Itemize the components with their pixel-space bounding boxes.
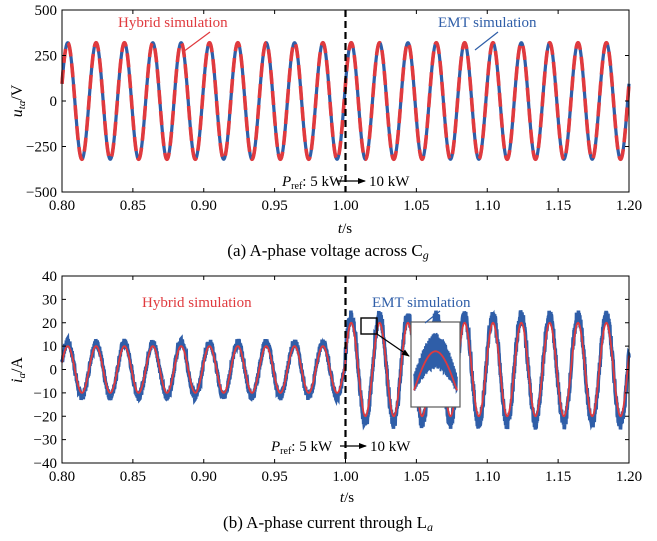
panel-b-legend-emt: EMT simulation: [372, 295, 471, 324]
panel-b-y-label: ia/A: [9, 357, 28, 383]
panel-b-zoom-hybrid-line: [413, 350, 458, 391]
panel-b-annotation-to: 10 kW: [370, 439, 411, 455]
panel-b-x-tick-label: 1.15: [545, 469, 571, 485]
panel-a-x-tick-label: 0.85: [120, 198, 146, 214]
panel-b-legend-emt-label: EMT simulation: [372, 295, 471, 311]
panel-a-legend-emt-pointer: [474, 31, 499, 51]
panel-b-x-tick-label: 1.20: [616, 469, 642, 485]
panel-b-y-tick-label: −40: [34, 456, 57, 472]
panel-a-legend-hybrid-pointer: [182, 31, 211, 53]
panel-a-y-tick-label: 500: [35, 3, 58, 19]
panel-b-x-tick-label: 1.00: [332, 469, 358, 485]
panel-a-x-ticks: 0.80 0.85 0.90 0.95 1.00 1.05 1.10 1.15 1.20: [49, 10, 642, 214]
panel-a-hybrid-line: [60, 40, 631, 162]
panel-b-legend-hybrid: Hybrid simulation: [142, 295, 252, 311]
panel-b-caption: (b) A-phase current through La: [223, 513, 433, 534]
panel-b-y-tick-label: 30: [42, 292, 57, 308]
panel-a-x-tick-label: 1.10: [474, 198, 500, 214]
panel-a-legend-emt-label: EMT simulation: [438, 15, 537, 31]
panel-a-x-tick-label: 0.90: [191, 198, 217, 214]
panel-b-zoom-inset-emt: [413, 332, 458, 395]
panel-a-y-ticks: 500 250 0 −250 −500: [26, 3, 629, 201]
panel-b-plot: [60, 275, 631, 464]
panel-b-annotation-from: Pref: 5 kW: [270, 439, 333, 457]
panel-b-legend-hybrid-label: Hybrid simulation: [142, 295, 252, 311]
panel-a-y-tick-label: −250: [26, 140, 57, 156]
panel-b-zoom-inset-hybrid: [413, 350, 458, 391]
panel-b-x-tick-label: 1.05: [403, 469, 429, 485]
panel-b-y-tick-label: 40: [42, 269, 57, 285]
panel-b-legend-emt-pointer: [424, 310, 441, 324]
panel-a-y-tick-label: 250: [35, 49, 58, 65]
panel-a-y-label: uta/V: [9, 84, 28, 117]
panel-a-annotation-to: 10 kW: [369, 174, 410, 190]
panel-a-x-tick-label: 0.95: [262, 198, 288, 214]
panel-b-zoom-connector: [376, 333, 410, 357]
panel-a-legend-hybrid: Hybrid simulation: [118, 15, 228, 53]
panel-a-x-label: t/s: [338, 221, 352, 237]
panel-a-x-tick-label: 1.00: [332, 198, 358, 214]
panel-b-zoom: [360, 317, 461, 408]
panel-b-y-tick-label: −20: [34, 409, 57, 425]
panel-a-legend-hybrid-label: Hybrid simulation: [118, 15, 228, 31]
panel-b-y-ticks: 40 30 20 10 0 −10 −20 −30 −40: [34, 269, 629, 472]
panel-b-x-ticks: 0.80 0.85 0.90 0.95 1.00 1.05 1.10 1.15 1.20: [49, 276, 642, 485]
panel-a-plot: [60, 9, 631, 193]
panel-a-annotation: Pref: 5 kW 10 kW: [281, 174, 410, 192]
panel-b-y-tick-label: 10: [42, 339, 57, 355]
panel-b-x-tick-label: 0.95: [262, 469, 288, 485]
panel-a-x-tick-label: 1.15: [545, 198, 571, 214]
panel-b-x-tick-label: 1.10: [474, 469, 500, 485]
panel-a-x-tick-label: 0.80: [49, 198, 75, 214]
panel-a-series-hybrid: [60, 40, 631, 162]
panel-b: 40 30 20 10 0 −10 −20 −30 −40 0.80 0.85 0.90 0.95 1.…: [9, 269, 642, 534]
panel-a-annotation-from: Pref: 5 kW: [281, 174, 344, 192]
panel-b-zoom-source-box: [360, 317, 378, 335]
panel-b-x-tick-label: 0.90: [191, 469, 217, 485]
panel-a-caption: (a) A-phase voltage across Cg: [227, 241, 428, 262]
panel-b-annotation: Pref: 5 kW 10 kW: [270, 439, 411, 457]
panel-b-y-tick-label: −10: [34, 386, 57, 402]
panel-a-legend-emt: EMT simulation: [438, 15, 537, 51]
panel-b-x-label: t/s: [340, 490, 354, 506]
panel-b-x-tick-label: 0.80: [49, 469, 75, 485]
panel-b-x-tick-label: 0.85: [120, 469, 146, 485]
panel-b-y-tick-label: 20: [42, 316, 57, 332]
panel-a-y-tick-label: −500: [26, 185, 57, 201]
panel-a-y-tick-label: 0: [50, 94, 58, 110]
panel-a: 500 250 0 −250 −500 0.80 0.85 0.90 0.95 1.00 1.05…: [9, 3, 642, 262]
panel-a-x-tick-label: 1.20: [616, 198, 642, 214]
panel-b-y-tick-label: 0: [50, 363, 58, 379]
panel-a-x-tick-label: 1.05: [403, 198, 429, 214]
panel-b-y-tick-label: −30: [34, 433, 57, 449]
panel-b-zoom-emt-line: [413, 332, 458, 395]
